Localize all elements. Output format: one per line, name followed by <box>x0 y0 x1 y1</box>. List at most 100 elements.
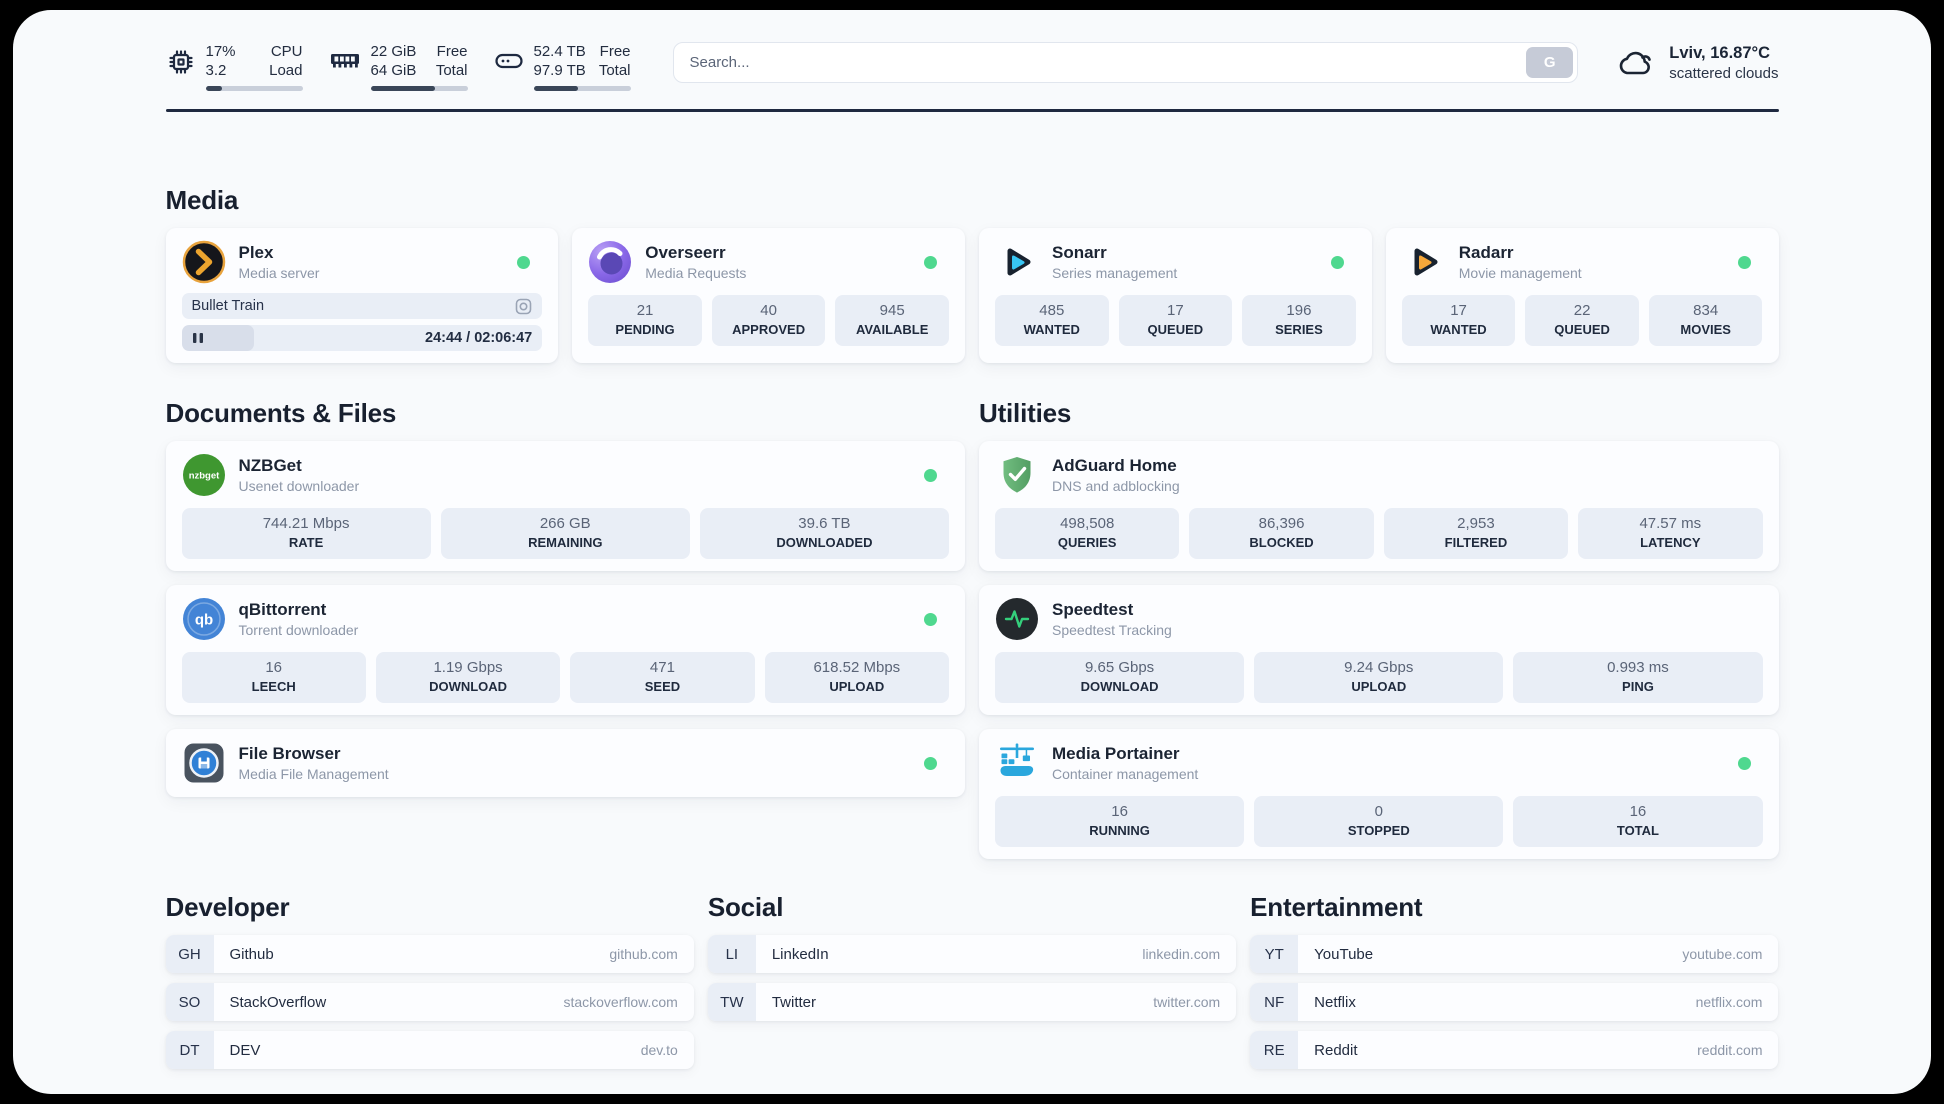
search-input[interactable] <box>672 42 1579 83</box>
status-dot <box>924 756 937 770</box>
stat-label: PENDING <box>615 322 675 337</box>
link-github[interactable]: GH Github github.com <box>165 935 694 973</box>
cloud-icon <box>1619 51 1652 75</box>
stat-value: 16 <box>1111 803 1128 820</box>
stat-value: 2,953 <box>1457 515 1495 532</box>
disk-progress-bar <box>533 86 631 91</box>
ram-free-value: 22 GiB <box>370 43 417 60</box>
app-card-overseerr[interactable]: Overseerr Media Requests 21 PENDING 40 APP… <box>572 228 965 363</box>
stat-box: 16 LEECH <box>181 652 366 703</box>
stat-value: 9.24 Gbps <box>1344 659 1414 676</box>
link-netflix[interactable]: NF Netflix netflix.com <box>1250 983 1779 1021</box>
stat-box: 17 WANTED <box>1401 295 1516 346</box>
disk-free-value: 52.4 TB <box>533 43 586 60</box>
link-name: StackOverflow <box>229 993 327 1011</box>
ram-total-value: 64 GiB <box>370 62 417 79</box>
stat-box: 39.6 TB DOWNLOADED <box>699 508 950 559</box>
portainer-icon <box>1000 743 1034 776</box>
app-name: Speedtest <box>1052 600 1134 619</box>
app-subtitle: Media File Management <box>238 766 389 782</box>
stat-value: 1.19 Gbps <box>433 659 503 676</box>
stat-box: 744.21 Mbps RATE <box>181 508 431 559</box>
playback-progress-bar[interactable]: 24:44 / 02:06:47 <box>181 325 543 351</box>
link-url: twitter.com <box>1153 994 1221 1010</box>
app-card-speedtest[interactable]: Speedtest Speedtest Tracking 9.65 Gbps DO… <box>979 585 1779 715</box>
stat-box: 16 TOTAL <box>1513 796 1763 847</box>
cpu-icon <box>168 50 193 74</box>
playback-time: 24:44 / 02:06:47 <box>425 330 533 346</box>
cpu-monitor: 17% CPU 3.2 Load <box>166 40 303 91</box>
app-card-filebrowser[interactable]: File Browser Media File Management <box>165 729 965 797</box>
stat-label: REMAINING <box>528 535 603 550</box>
stat-label: SEED <box>644 679 681 694</box>
search-engine-button[interactable]: G <box>1526 47 1574 78</box>
stat-box: 471 SEED <box>570 652 755 703</box>
app-card-plex[interactable]: Plex Media server Bullet Train <box>165 228 559 363</box>
status-dot <box>517 255 531 269</box>
app-subtitle: Speedtest Tracking <box>1052 622 1172 638</box>
link-name: Netflix <box>1314 993 1356 1011</box>
weather-widget: Lviv, 16.87°C scattered clouds <box>1616 40 1779 83</box>
app-subtitle: Media Requests <box>645 265 747 281</box>
stat-label: DOWNLOAD <box>429 679 508 694</box>
stat-value: 9.65 Gbps <box>1084 659 1155 676</box>
app-name: Overseerr <box>645 243 726 262</box>
status-dot <box>924 255 937 269</box>
link-linkedin[interactable]: LI LinkedIn linkedin.com <box>707 935 1237 973</box>
section-title-developer: Developer <box>165 892 290 922</box>
stat-label: WANTED <box>1430 322 1487 337</box>
link-initials: GH <box>165 935 214 973</box>
app-card-portainer[interactable]: Media Portainer Container management 16 R… <box>979 729 1779 859</box>
app-card-qbittorrent[interactable]: qb qBittorrent Torrent downloader 16 LEEC… <box>165 585 965 715</box>
stat-value: 498,508 <box>1060 515 1115 532</box>
stat-label: DOWNLOAD <box>1080 679 1159 694</box>
stat-value: 39.6 TB <box>798 515 851 532</box>
stat-label: BLOCKED <box>1249 535 1314 550</box>
section-developer: Developer GH Github github.com SO StackO… <box>165 891 694 1069</box>
app-card-radarr[interactable]: Radarr Movie management 17 WANTED 22 QUEUE… <box>1385 228 1779 363</box>
app-subtitle: DNS and adblocking <box>1052 478 1180 494</box>
link-url: dev.to <box>640 1042 678 1058</box>
stat-box: 834 MOVIES <box>1648 295 1763 346</box>
filebrowser-icon <box>184 743 223 783</box>
link-stackoverflow[interactable]: SO StackOverflow stackoverflow.com <box>165 983 694 1021</box>
cpu-progress-fill <box>205 86 222 91</box>
app-card-sonarr[interactable]: Sonarr Series management 485 WANTED 17 QUE… <box>979 228 1372 363</box>
disk-free-label: Free <box>599 43 631 60</box>
link-initials: TW <box>707 983 756 1021</box>
link-name: Reddit <box>1314 1041 1358 1059</box>
stat-value: 40 <box>760 302 777 319</box>
pause-button[interactable] <box>192 332 204 344</box>
stat-box: 266 GB REMAINING <box>440 508 690 559</box>
link-reddit[interactable]: RE Reddit reddit.com <box>1250 1031 1779 1069</box>
plex-now-playing: Bullet Train 24 <box>181 293 543 351</box>
link-dev[interactable]: DT DEV dev.to <box>165 1031 694 1069</box>
stat-value: 17 <box>1167 302 1184 319</box>
stat-label: RATE <box>288 535 324 550</box>
pause-icon <box>192 333 203 343</box>
link-url: reddit.com <box>1697 1042 1763 1058</box>
link-twitter[interactable]: TW Twitter twitter.com <box>707 983 1237 1021</box>
link-url: netflix.com <box>1695 994 1763 1010</box>
stat-value: 22 <box>1573 302 1591 319</box>
stat-box: 498,508 QUERIES <box>995 508 1180 559</box>
link-initials: RE <box>1250 1031 1299 1069</box>
cpu-usage-label: CPU <box>270 43 303 60</box>
section-entertainment: Entertainment YT YouTube youtube.com NF … <box>1250 891 1779 1069</box>
section-documents: Documents & Files nzbget NZBGet Usenet d… <box>165 397 965 797</box>
section-title-media: Media <box>165 185 239 215</box>
app-subtitle: Movie management <box>1458 265 1582 281</box>
stat-value: 17 <box>1450 302 1467 319</box>
app-card-nzbget[interactable]: nzbget NZBGet Usenet downloader 744.21 M… <box>165 441 965 571</box>
adguard-icon <box>1003 457 1031 493</box>
stat-label: LATENCY <box>1640 535 1701 550</box>
section-title-social: Social <box>707 892 784 922</box>
app-card-adguard[interactable]: AdGuard Home DNS and adblocking 498,508 Q… <box>979 441 1779 571</box>
qbittorrent-icon: qb <box>182 598 225 640</box>
stat-value: 21 <box>636 302 654 319</box>
stat-box: 22 QUEUED <box>1525 295 1639 346</box>
stat-box: 40 APPROVED <box>711 295 826 346</box>
weather-location-temp: Lviv, 16.87°C <box>1669 44 1771 62</box>
stat-box: 16 RUNNING <box>995 796 1245 847</box>
link-youtube[interactable]: YT YouTube youtube.com <box>1250 935 1779 973</box>
